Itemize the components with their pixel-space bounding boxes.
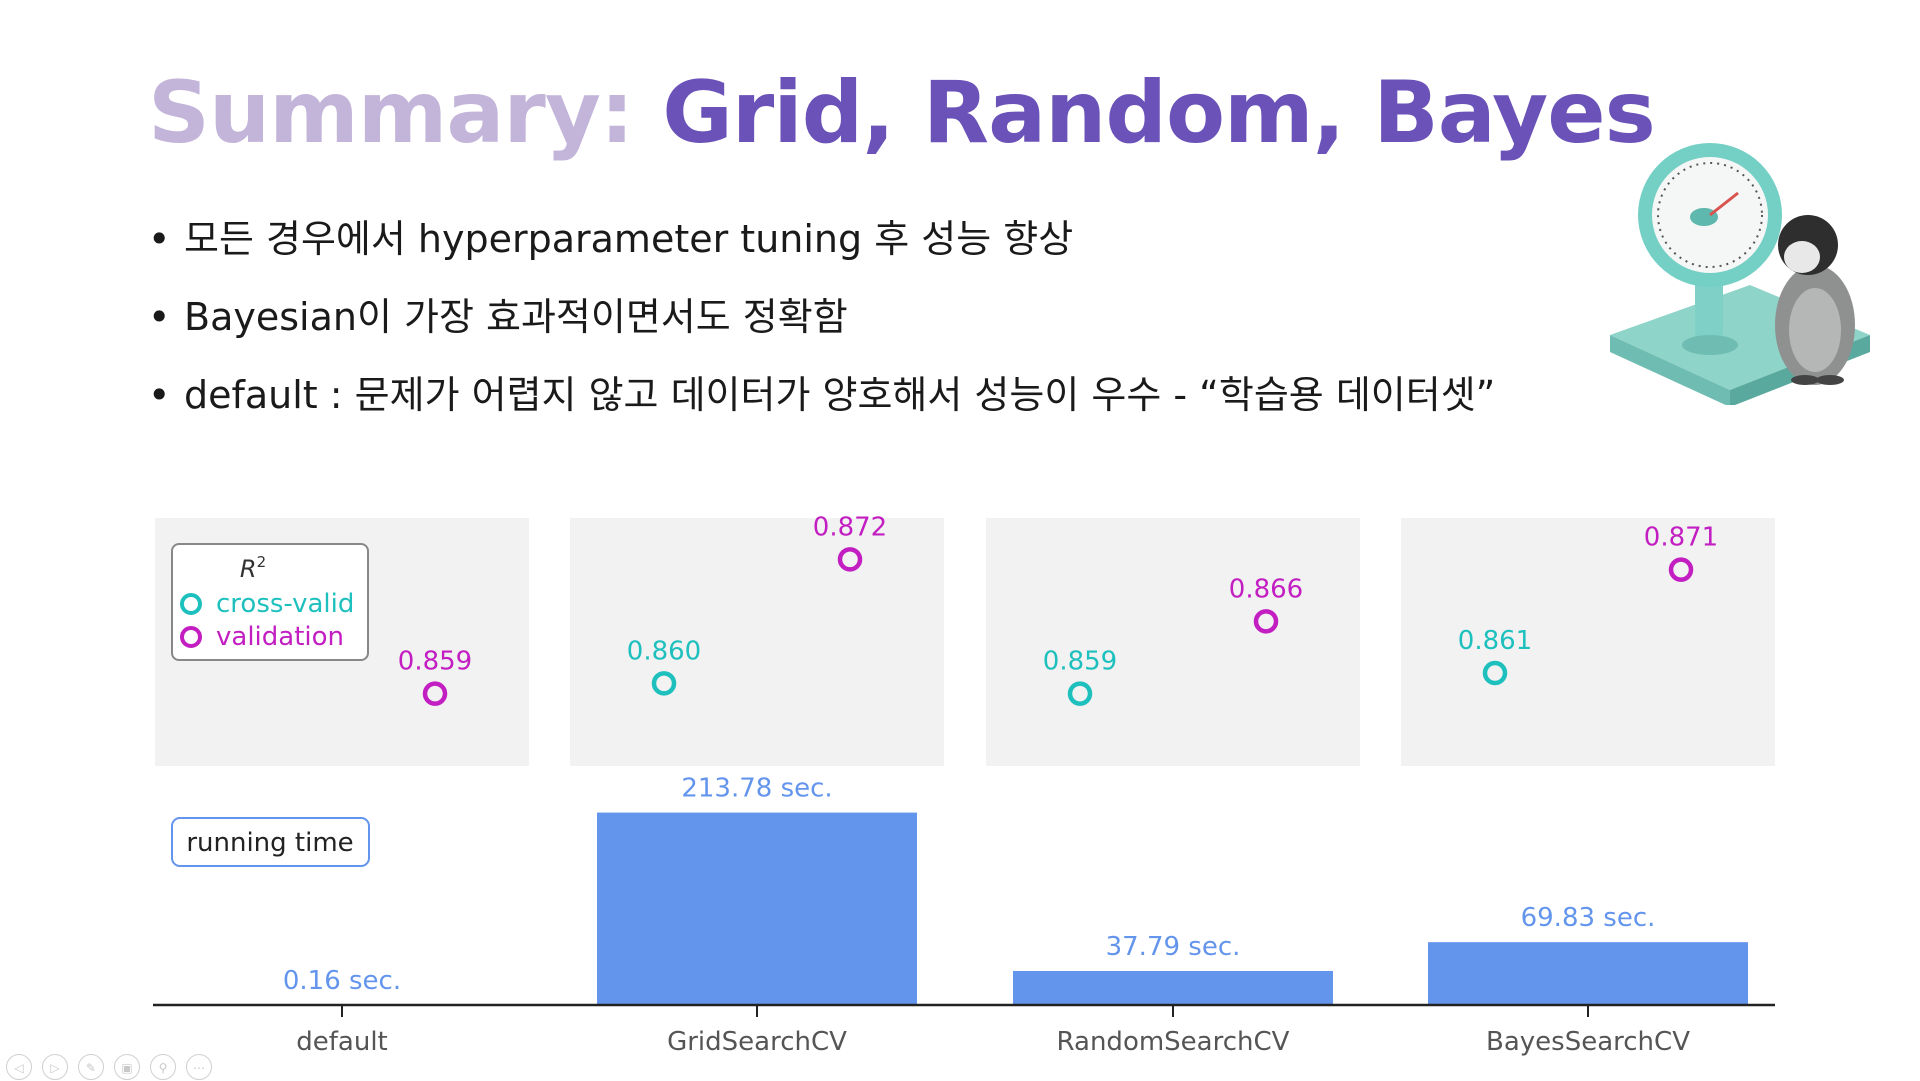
time-bar	[1428, 942, 1748, 1005]
next-icon[interactable]: ▷	[42, 1054, 68, 1080]
r2-data-label: 0.860	[627, 636, 701, 666]
r2-data-label: 0.859	[1043, 647, 1117, 677]
time-legend-label: running time	[186, 828, 353, 858]
more-icon[interactable]: ⋯	[186, 1054, 212, 1080]
x-tick-label: default	[296, 1027, 387, 1057]
slides-icon[interactable]: ▣	[114, 1054, 140, 1080]
pen-icon[interactable]: ✎	[78, 1054, 104, 1080]
r2-data-label: 0.872	[813, 512, 887, 542]
r2-legend: R2 cross-valid validation	[172, 544, 368, 660]
zoom-icon[interactable]: ⚲	[150, 1054, 176, 1080]
time-data-label: 37.79 sec.	[1106, 932, 1241, 962]
r2-data-label: 0.866	[1229, 574, 1303, 604]
time-bar	[597, 813, 917, 1005]
slide-controls: ◁ ▷ ✎ ▣ ⚲ ⋯	[6, 1054, 212, 1080]
x-tick-label: GridSearchCV	[667, 1027, 847, 1057]
time-data-label: 0.16 sec.	[283, 966, 401, 996]
r2-data-label: 0.861	[1458, 626, 1532, 656]
time-bar	[1013, 971, 1333, 1005]
r2-data-label: 0.871	[1644, 523, 1718, 553]
x-tick-label: BayesSearchCV	[1486, 1027, 1690, 1057]
r2-panel-2	[986, 518, 1360, 766]
legend-label-validation: validation	[216, 622, 344, 652]
r2-data-label: 0.859	[398, 647, 472, 677]
x-tick-label: RandomSearchCV	[1057, 1027, 1290, 1057]
time-data-label: 69.83 sec.	[1521, 903, 1656, 933]
prev-icon[interactable]: ◁	[6, 1054, 32, 1080]
legend-label-cross-valid: cross-valid	[216, 589, 354, 619]
time-legend: running time	[172, 818, 369, 866]
time-data-label: 213.78 sec.	[681, 774, 832, 804]
